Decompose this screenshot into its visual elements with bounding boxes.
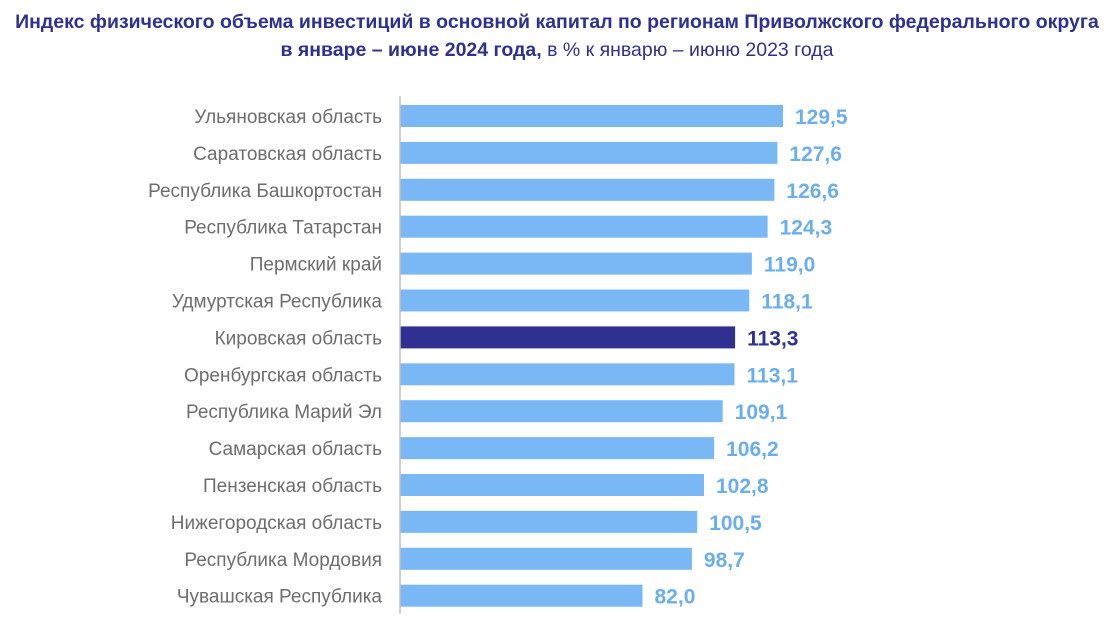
value-label-3: 126,6: [786, 180, 839, 203]
category-label-10: Самарская область: [209, 439, 383, 460]
category-label-8: Оренбургская область: [184, 365, 382, 386]
value-label-8: 113,1: [747, 364, 799, 387]
value-label-10: 106,2: [726, 438, 779, 461]
bar-8: [400, 363, 735, 386]
category-labels-group: Ульяновская область Саратовская область Ре…: [148, 107, 382, 608]
value-label-9: 109,1: [735, 401, 788, 424]
category-label-14: Чувашская Республика: [177, 587, 383, 608]
value-label-12: 100,5: [709, 512, 762, 535]
value-label-11: 102,8: [716, 475, 769, 498]
bar-14: [400, 584, 643, 607]
bar-7: [400, 326, 736, 349]
category-label-12: Нижегородская область: [171, 513, 382, 534]
chart-title-units: в % к январю – июню 2023 года: [541, 39, 834, 61]
bar-11: [400, 474, 704, 496]
value-label-7: 113,3: [747, 327, 798, 350]
category-label-6: Удмуртская Республика: [172, 292, 383, 313]
value-label-5: 119,0: [764, 254, 815, 277]
bar-4: [400, 215, 768, 238]
value-label-1: 129,5: [795, 106, 848, 129]
bar-1: [400, 105, 783, 127]
bar-10: [400, 437, 715, 460]
bar-9: [400, 400, 723, 423]
category-label-13: Республика Мордовия: [184, 550, 382, 571]
category-label-11: Пензенская область: [203, 476, 382, 497]
bar-6: [400, 289, 750, 312]
category-label-2: Саратовская область: [193, 144, 382, 165]
category-label-1: Ульяновская область: [194, 107, 382, 128]
chart-title-main: Индекс физического объема инвестиций в о…: [15, 11, 1099, 61]
value-label-13: 98,7: [704, 549, 745, 572]
chart-title: Индекс физического объема инвестиций в о…: [12, 8, 1102, 64]
bar-3: [400, 178, 775, 201]
bar-13: [400, 547, 692, 570]
category-label-7: Кировская область: [215, 328, 383, 349]
category-label-9: Республика Марий Эл: [186, 402, 382, 423]
bars-group: [400, 105, 783, 607]
value-label-6: 118,1: [761, 291, 813, 314]
value-label-2: 127,6: [789, 143, 842, 166]
bar-12: [400, 510, 698, 533]
category-label-3: Республика Башкортостан: [148, 181, 382, 202]
bar-2: [400, 141, 778, 164]
category-label-4: Республика Татарстан: [184, 218, 382, 239]
bar-5: [400, 252, 752, 275]
value-labels-group: 129,5 127,6 126,6 124,3 119,0 118,1 113,3 113,1…: [655, 106, 848, 609]
value-label-4: 124,3: [780, 217, 833, 240]
category-label-5: Пермский край: [250, 255, 382, 276]
value-label-14: 82,0: [655, 586, 696, 609]
